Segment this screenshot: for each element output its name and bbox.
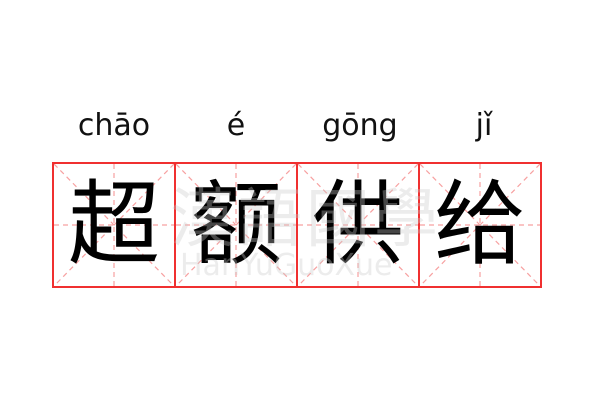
hanzi-3: 给 [433,171,526,278]
grid-guides [176,164,296,286]
grid-guides [298,164,418,286]
pinyin-0: chāo [77,108,151,143]
character-cell: 给 [418,162,542,288]
hanzi-1: 额 [189,171,282,278]
hanzi-0: 超 [67,171,160,278]
grid-guides [54,164,174,286]
pinyin-3: jǐ [475,108,493,143]
character-cell: 额 [174,162,298,288]
character-cell: 供 [296,162,420,288]
grid-guides [420,164,540,286]
pinyin-2: gōng [322,108,398,143]
character-grid: 超 额 供 给 [52,162,548,288]
hanzi-2: 供 [311,171,404,278]
pinyin-1: é [226,108,246,143]
character-cell: 超 [52,162,176,288]
